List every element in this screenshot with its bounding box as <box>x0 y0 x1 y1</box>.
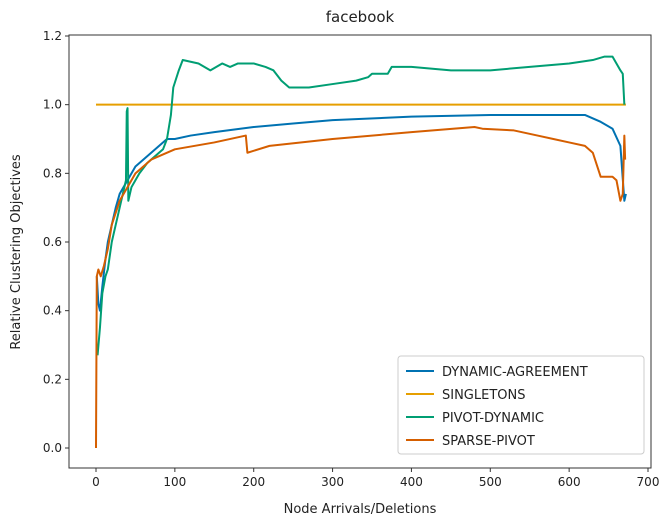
y-tick-label: 0.4 <box>43 304 62 318</box>
y-tick-label: 0.6 <box>43 235 62 249</box>
x-axis-label: Node Arrivals/Deletions <box>284 502 437 517</box>
chart-title: facebook <box>326 8 395 26</box>
y-tick-label: 0.2 <box>43 372 62 386</box>
plot-frame <box>68 34 652 469</box>
y-tick-label: 1.2 <box>43 29 62 43</box>
y-tick-label: 0.0 <box>43 441 62 455</box>
x-tick-label: 0 <box>92 475 100 489</box>
legend: DYNAMIC-AGREEMENT SINGLETONS PIVOT-DYNAMIC… <box>397 355 645 455</box>
legend-box <box>397 355 645 455</box>
x-tick-label: 700 <box>637 475 659 489</box>
y-tick-label: 0.8 <box>43 166 62 180</box>
legend-label: DYNAMIC-AGREEMENT <box>442 365 588 380</box>
x-tick-label: 200 <box>242 475 265 489</box>
x-tick-label: 600 <box>558 475 581 489</box>
legend-label: SINGLETONS <box>442 388 526 403</box>
x-tick-label: 400 <box>400 475 423 489</box>
x-tick-label: 500 <box>479 475 502 489</box>
legend-label: PIVOT-DYNAMIC <box>442 411 544 426</box>
x-tick-label: 100 <box>163 475 186 489</box>
y-tick-label: 1.0 <box>43 98 62 112</box>
legend-label: SPARSE-PIVOT <box>442 434 535 449</box>
series-line-sparse-pivot <box>95 125 627 449</box>
series-line-pivot-dynamic <box>96 55 626 356</box>
series-line-dynamic-agreement <box>95 113 627 312</box>
x-tick-label: 300 <box>321 475 344 489</box>
y-axis-label: Relative Clustering Objectives <box>9 154 24 350</box>
